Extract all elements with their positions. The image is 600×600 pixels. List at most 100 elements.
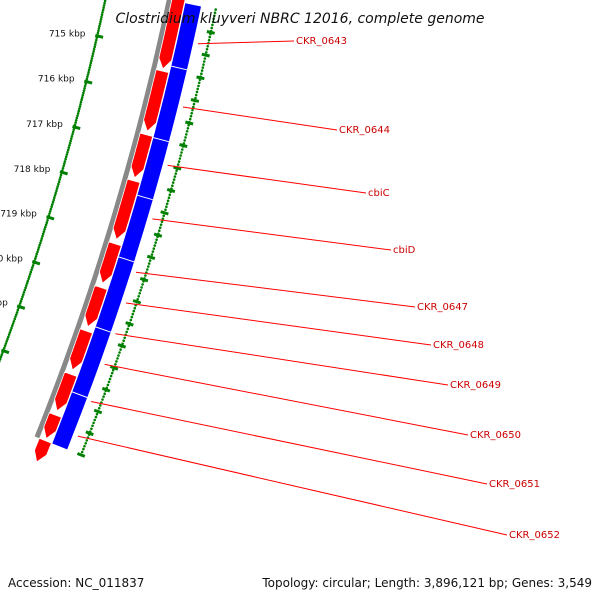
ruler-dot — [90, 57, 94, 60]
ruler-dot — [71, 130, 75, 134]
outer-ruler-tick — [201, 52, 210, 58]
outer-ruler-dot — [140, 286, 143, 289]
outer-ruler-dot — [111, 368, 115, 372]
outer-ruler-dot — [185, 133, 188, 136]
ruler-dot — [14, 313, 18, 316]
ruler-dot — [4, 342, 8, 345]
outer-ruler-dot — [205, 48, 209, 51]
outer-ruler-dot — [200, 69, 204, 72]
outer-ruler-dot — [167, 196, 171, 199]
ruler-dot — [67, 146, 71, 149]
forward-strand-track — [52, 3, 201, 450]
gene-leader-line — [182, 106, 338, 131]
ruler-dot — [25, 284, 28, 287]
ruler-tick-label: 721 kbp — [0, 299, 8, 309]
ruler-dot — [41, 234, 44, 238]
ruler-dot — [51, 200, 55, 204]
ruler-dot — [87, 68, 91, 72]
outer-ruler-dot — [213, 14, 216, 17]
outer-ruler-dot — [210, 26, 213, 30]
outer-ruler-dot — [101, 398, 104, 401]
gene-arrow — [54, 371, 78, 412]
map-title: Clostridium kluyveri NBRC 12016, complet… — [115, 11, 484, 27]
outer-ruler-tick — [125, 321, 134, 327]
gene-leader-line — [115, 333, 449, 386]
gene-arrow — [112, 178, 141, 241]
ruler-dot — [24, 286, 27, 290]
outer-ruler-dot — [133, 306, 137, 310]
outer-ruler-dot — [141, 283, 144, 286]
gene-leader-line — [197, 40, 295, 45]
ruler-dot — [97, 27, 101, 30]
gene-label[interactable]: CKR_0651 — [489, 479, 540, 490]
gene-label[interactable]: cbiC — [368, 188, 390, 199]
ruler-dot — [91, 52, 95, 56]
outer-ruler-dot — [119, 348, 122, 351]
outer-ruler-dot — [178, 157, 182, 160]
ruler-dot — [3, 346, 6, 350]
accession-label: Accession: NC_011837 — [8, 576, 144, 590]
outer-ruler-dot — [99, 404, 102, 407]
outer-ruler-dot — [147, 265, 150, 268]
outer-ruler-dot — [172, 178, 176, 181]
outer-ruler-dot — [173, 175, 177, 178]
outer-ruler-dot — [150, 253, 154, 256]
ruler-dot — [99, 20, 102, 23]
outer-ruler-dot — [148, 259, 152, 262]
outer-ruler-tick — [190, 98, 200, 103]
outer-ruler-dot — [188, 117, 192, 121]
ruler-dot — [63, 160, 67, 163]
ruler-dot — [38, 243, 41, 247]
ruler-dot — [43, 228, 46, 231]
ruler-dot — [69, 139, 72, 143]
ruler-dot — [21, 295, 24, 299]
ruler-dot — [42, 230, 46, 233]
ruler-dot — [77, 109, 80, 113]
outer-ruler-dot — [138, 292, 141, 295]
ruler-dot — [0, 355, 3, 359]
ruler-dot — [12, 320, 16, 323]
outer-ruler-dot — [212, 17, 215, 21]
outer-ruler-dot — [82, 447, 85, 451]
gene-label[interactable]: CKR_0648 — [433, 340, 484, 351]
ruler-dot — [62, 164, 65, 168]
gene-label[interactable]: CKR_0652 — [509, 530, 560, 541]
ruler-dot — [31, 264, 35, 267]
outer-ruler-tick — [76, 452, 86, 458]
ruler-dot — [5, 340, 8, 343]
outer-ruler-dot — [130, 315, 134, 319]
ruler-dot — [53, 196, 56, 199]
ruler-dot — [86, 73, 90, 76]
ruler-tick-label: 719 kbp — [0, 210, 37, 220]
outer-ruler-tick — [93, 408, 103, 415]
ruler-major-tick — [46, 215, 55, 221]
outer-ruler-dot — [208, 35, 211, 39]
ruler-dot — [93, 45, 96, 49]
ruler-dot — [55, 187, 59, 190]
gene-label[interactable]: CKR_0644 — [339, 125, 390, 136]
ruler-dot — [83, 87, 86, 90]
outer-ruler-dot — [95, 412, 99, 416]
gene-label[interactable]: CKR_0650 — [470, 430, 521, 441]
outer-ruler-dot — [201, 66, 205, 69]
outer-ruler-dot — [207, 38, 211, 42]
ruler-dot — [7, 333, 11, 336]
outer-ruler-dot — [92, 421, 95, 425]
ruler-dot — [57, 182, 60, 186]
gene-arrow — [143, 69, 170, 132]
ruler-dot — [31, 266, 34, 269]
gene-label[interactable]: cbiD — [393, 245, 416, 256]
outer-ruler-dot — [102, 395, 105, 398]
outer-ruler-dot — [126, 327, 130, 331]
gene-label[interactable]: CKR_0643 — [296, 36, 347, 47]
outer-ruler-dot — [190, 111, 193, 115]
ruler-dot — [48, 212, 51, 215]
gene-label[interactable]: CKR_0649 — [450, 380, 501, 391]
ruler-dot — [55, 189, 58, 193]
ruler-major-tick — [83, 79, 93, 85]
gene-label[interactable]: CKR_0647 — [417, 302, 468, 313]
ruler-dot — [53, 194, 57, 197]
outer-ruler-dot — [202, 63, 205, 66]
